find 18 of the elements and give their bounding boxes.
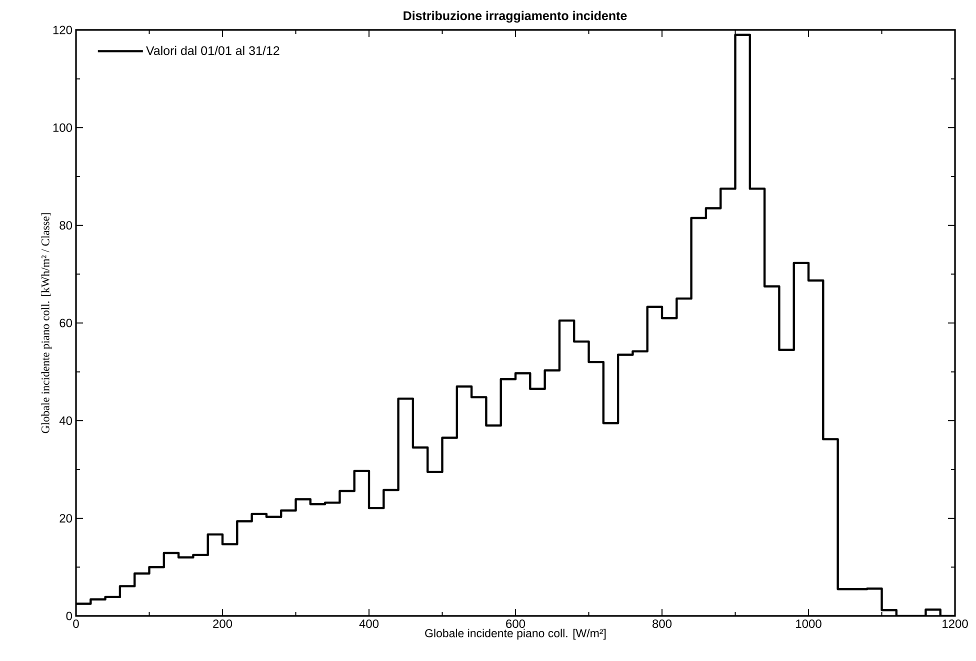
y-tick-label: 20 — [60, 514, 72, 523]
x-tick-label: 400 — [359, 620, 379, 628]
chart-title: Distribuzione irraggiamento incidente — [404, 10, 627, 23]
x-tick-label: 1000 — [796, 620, 822, 628]
y-tick-label: 80 — [60, 221, 72, 230]
y-tick-label: 60 — [60, 318, 72, 328]
y-tick-label: 100 — [53, 123, 72, 132]
x-tick-label: 600 — [506, 620, 526, 628]
x-axis-title: Globale incidente piano coll. [W/m²] — [425, 628, 606, 640]
legend-label: Valori dal 01/01 al 31/12 — [146, 46, 280, 56]
x-tick-label: 1200 — [942, 620, 968, 628]
y-tick-label: 0 — [66, 612, 72, 620]
y-tick-label: 120 — [53, 26, 72, 34]
x-tick-label: 200 — [213, 620, 232, 628]
y-tick-label: 40 — [59, 416, 72, 425]
y-axis-title: Globale incidente piano coll. [kWh/m² / Classe] — [41, 213, 52, 434]
x-tick-label: 0 — [73, 620, 79, 628]
x-tick-label: 800 — [652, 620, 672, 628]
